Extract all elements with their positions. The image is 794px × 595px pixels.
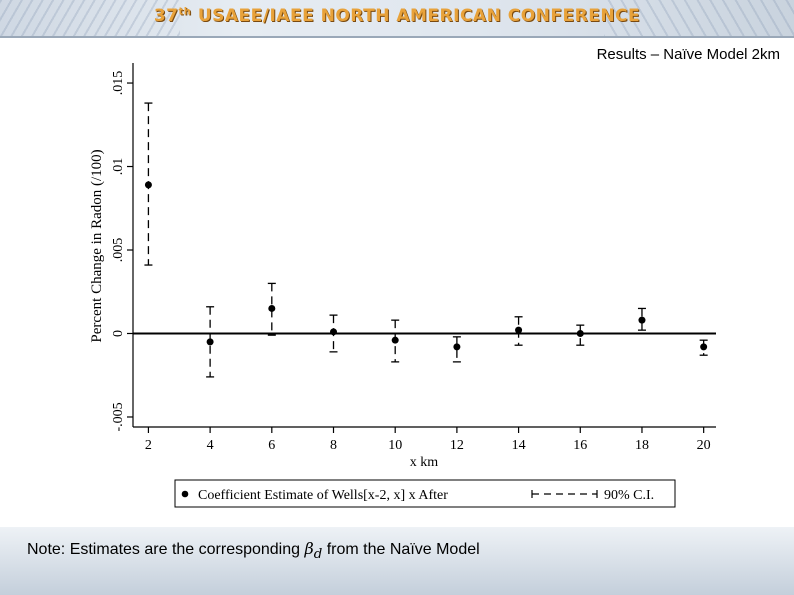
banner-title-suffix: th xyxy=(178,6,192,18)
banner-divider xyxy=(0,36,794,38)
coefficient-point xyxy=(144,181,152,189)
x-tick-label: 20 xyxy=(697,438,711,453)
coefficient-point xyxy=(330,328,338,336)
legend-box xyxy=(174,479,676,508)
legend-point-marker xyxy=(181,490,189,498)
x-axis: 2 4 6 8 10 12 14 16 18 20 xyxy=(133,426,716,453)
footer-band xyxy=(0,527,794,595)
conference-banner: 37th USAEE/IAEE NORTH AMERICAN CONFERENC… xyxy=(0,0,794,38)
beta-subscript: d xyxy=(313,547,323,563)
footer-note: Note: Estimates are the corresponding βd… xyxy=(27,539,480,562)
x-tick-label: 4 xyxy=(207,438,214,453)
ci-bar xyxy=(206,306,215,378)
y-tick-label: 0 xyxy=(111,330,126,337)
x-tick-label: 16 xyxy=(573,438,587,453)
footer-note-before: Note: Estimates are the corresponding xyxy=(27,541,305,558)
beta-symbol: β xyxy=(304,539,314,558)
coefficient-point xyxy=(515,326,523,334)
y-tick-label: .015 xyxy=(111,71,126,96)
banner-title-ordinal: 37 xyxy=(153,6,179,26)
y-tick-label: .005 xyxy=(111,238,126,262)
coefficient-point xyxy=(576,329,584,337)
ci-bar xyxy=(452,336,461,363)
ci-bar xyxy=(267,282,276,336)
slide-title: Results – Naïve Model 2km xyxy=(596,46,780,63)
x-tick-label: 6 xyxy=(268,438,275,453)
x-tick-label: 12 xyxy=(450,438,464,453)
coefficient-point xyxy=(700,343,708,351)
chart: -.005 0 .005 .01 .015 2 4 6 8 10 12 14 16 18 20 Perce… xyxy=(89,63,716,508)
ci-bar xyxy=(637,307,646,331)
legend-point-label: Coefficient Estimate of Wells[x-2, x] x … xyxy=(198,488,448,503)
y-tick-label: -.005 xyxy=(111,402,126,431)
y-axis: -.005 0 .005 .01 .015 xyxy=(111,63,134,432)
coefficient-point xyxy=(391,336,399,344)
banner-decoration-right xyxy=(604,0,794,38)
legend-ci-marker xyxy=(531,490,598,498)
coefficient-points xyxy=(144,181,708,351)
x-tick-label: 14 xyxy=(512,438,526,453)
coefficient-point xyxy=(206,338,214,346)
y-axis-title: Percent Change in Radon (/100) xyxy=(89,149,105,342)
coefficient-point xyxy=(453,343,461,351)
x-axis-title: x km xyxy=(410,455,439,470)
coefficient-point xyxy=(638,316,646,324)
banner-decoration-left xyxy=(0,0,180,38)
confidence-intervals xyxy=(144,102,708,378)
y-tick-label: .01 xyxy=(111,158,126,176)
banner-title-text: USAEE/IAEE NORTH AMERICAN CONFERENCE xyxy=(197,6,641,26)
banner-title: 37th USAEE/IAEE NORTH AMERICAN CONFERENC… xyxy=(0,6,794,26)
x-tick-label: 18 xyxy=(635,438,649,453)
x-tick-label: 8 xyxy=(330,438,337,453)
x-tick-label: 2 xyxy=(145,438,152,453)
legend: Coefficient Estimate of Wells[x-2, x] x … xyxy=(174,479,676,508)
x-tick-label: 10 xyxy=(388,438,402,453)
legend-ci-label: 90% C.I. xyxy=(604,488,654,503)
coefficient-point xyxy=(268,304,276,312)
ci-bar xyxy=(576,324,585,346)
footer-note-after: from the Naïve Model xyxy=(322,541,480,558)
